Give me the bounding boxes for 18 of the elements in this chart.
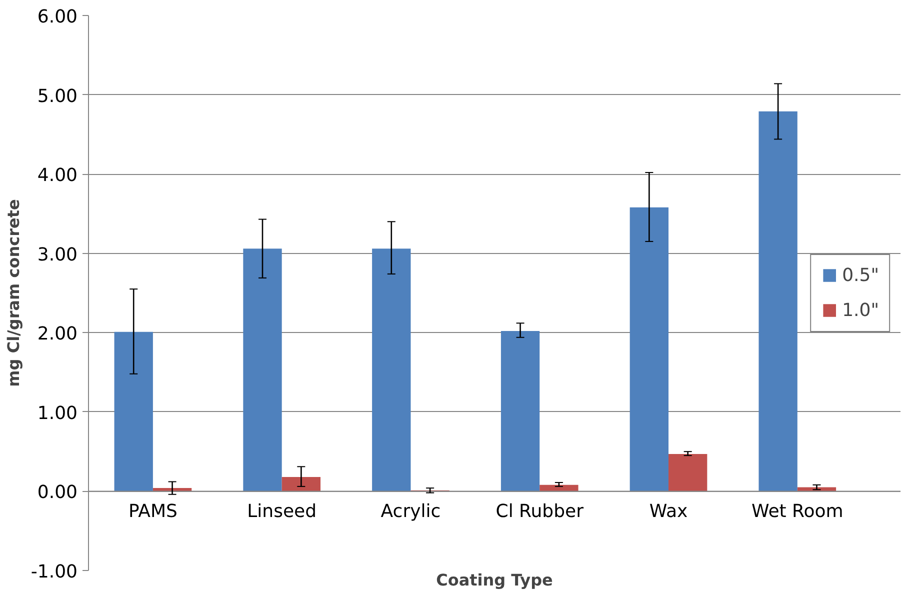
x-tick-label: Cl Rubber [496, 501, 584, 522]
y-tick-label: 0.00 [37, 482, 78, 504]
x-tick-label: Wax [649, 501, 688, 522]
legend-label: 0.5" [842, 264, 879, 286]
y-tick-label: 3.00 [37, 244, 78, 266]
x-tick-label: PAMS [128, 501, 178, 522]
x-axis-title: Coating Type [436, 570, 554, 590]
x-tick-label: Acrylic [380, 501, 441, 522]
y-tick-label: 2.00 [37, 324, 78, 345]
y-tick-label: 4.00 [37, 165, 78, 186]
y-axis-title: mg Cl/gram concrete [4, 198, 23, 387]
x-tick-label: Wet Room [751, 501, 844, 522]
y-tick-label: 5.00 [37, 86, 78, 107]
x-tick-label: Linseed [247, 501, 317, 522]
legend-label: 1.0" [842, 300, 879, 320]
y-tick-label: -1.00 [30, 562, 78, 582]
y-tick-label: 1.00 [37, 402, 78, 424]
y-tick-label: 6.00 [37, 6, 78, 28]
